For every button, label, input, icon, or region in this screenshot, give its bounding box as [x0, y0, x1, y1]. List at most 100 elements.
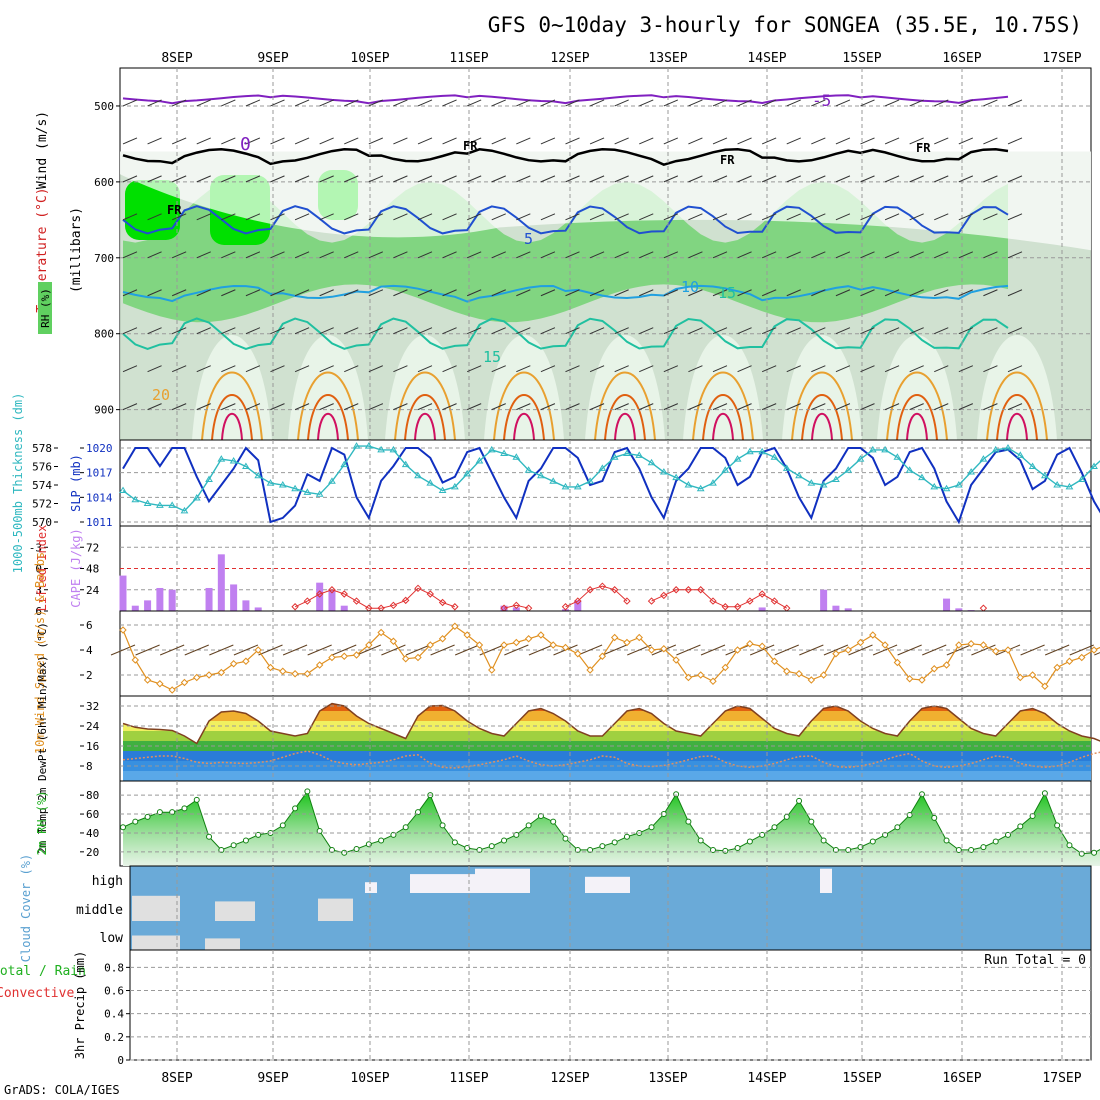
cloud-block: [215, 901, 255, 921]
wind-barb: [122, 365, 138, 373]
wind-barb: [786, 403, 801, 411]
wind-barb: [983, 365, 998, 373]
wind-marker: [770, 657, 779, 665]
wind-marker: [303, 670, 312, 678]
freezing-line: [122, 148, 1009, 167]
wind-barb: [761, 403, 777, 411]
rh-marker: [230, 842, 237, 849]
ua-label-0: 0: [240, 134, 251, 155]
rh-marker: [673, 791, 680, 798]
wind-barb: [860, 213, 875, 221]
wind-barb: [811, 251, 826, 259]
wind-barb: [294, 251, 310, 259]
wind-barb: [368, 137, 384, 145]
wind-marker: [905, 675, 914, 683]
rh-marker: [710, 846, 716, 853]
thickness-marker: [1016, 451, 1025, 458]
isotherm-30: [1006, 412, 1028, 441]
wind-marker: [475, 641, 484, 649]
rh-marker: [685, 818, 692, 825]
wind-barb: [196, 137, 211, 145]
thickness-marker: [832, 475, 840, 482]
cape-bar: [230, 584, 238, 611]
rh-marker: [304, 788, 311, 795]
cloud-block: [475, 868, 530, 893]
thickness-marker: [475, 456, 484, 464]
thickness-marker: [561, 482, 570, 490]
thickness-marker: [266, 479, 275, 486]
wind-barb: [983, 327, 998, 335]
li-marker: [672, 586, 680, 594]
ua-label-15b: 15: [718, 284, 736, 302]
rh-marker: [623, 833, 630, 840]
rh-marker: [968, 846, 975, 853]
top-date-label: 15SEP: [842, 51, 881, 66]
wind-barb: [442, 175, 457, 183]
tick-label: 6: [86, 619, 93, 632]
cloud-block: [318, 898, 353, 921]
wind-barb: [909, 403, 924, 411]
wind-barb: [332, 644, 357, 656]
thickness-marker: [659, 468, 668, 475]
thickness-marker: [745, 447, 754, 455]
bottom-date-label: 12SEP: [550, 1071, 589, 1086]
wind-barb: [245, 327, 261, 335]
rh-marker: [980, 844, 987, 851]
wind-barb: [1007, 137, 1023, 145]
wind-marker: [869, 631, 877, 639]
wind-barb: [196, 327, 211, 335]
ua-label-fr4: FR: [916, 141, 931, 155]
wind-marker: [893, 658, 902, 667]
wind-barb: [393, 175, 408, 183]
rh-marker: [365, 841, 372, 848]
cape-bar: [574, 600, 582, 611]
top-date-label: 11SEP: [449, 51, 488, 66]
thickness-marker: [537, 471, 545, 479]
wind-barb: [540, 403, 556, 411]
tick-label: 574: [32, 479, 52, 492]
wind-barb: [171, 137, 187, 145]
thickness-marker: [672, 473, 681, 481]
wind-barb: [442, 137, 457, 145]
wind-barb: [835, 251, 851, 259]
wind-barb: [516, 175, 531, 183]
wind-marker: [340, 652, 348, 660]
bottom-date-label: 14SEP: [747, 1071, 786, 1086]
wind-barb: [442, 213, 457, 221]
wind-barb: [774, 644, 799, 656]
top-date-axis: 8SEP 9SEP 10SEP 11SEP 12SEP 13SEP 14SEP 15SEP 16…: [161, 51, 1081, 66]
tick-label: 20: [86, 846, 99, 859]
thickness-marker: [696, 484, 705, 492]
cape-bar: [844, 608, 852, 611]
wind-barb: [221, 289, 236, 297]
li-line: [565, 585, 628, 608]
cloud-category-label: middle: [76, 903, 123, 918]
wind-marker: [537, 631, 545, 639]
rh-marker: [820, 837, 827, 844]
rh-marker: [169, 809, 176, 816]
wind-barb: [209, 644, 234, 656]
wind-barb: [393, 403, 408, 411]
wind-barb: [491, 289, 506, 297]
wind-barb: [540, 251, 556, 259]
dry-dome: [192, 335, 272, 440]
rh-marker: [1017, 823, 1024, 830]
rh-marker: [181, 805, 188, 812]
tick-label: 800: [94, 328, 114, 341]
cloud-block: [585, 876, 630, 893]
rh-marker: [1078, 850, 1085, 857]
wind-marker: [844, 646, 852, 654]
wind-barb: [171, 403, 187, 411]
tick-label: 0: [117, 1054, 124, 1067]
wind-barb: [884, 99, 900, 107]
wind-barb: [516, 289, 531, 297]
wind-barb: [786, 289, 801, 297]
dry-dome: [877, 335, 957, 440]
thickness-marker: [229, 456, 238, 464]
wind-barb: [122, 289, 138, 297]
rh-marker: [796, 797, 803, 804]
wind-barb: [639, 327, 654, 335]
wind-barb: [688, 137, 703, 145]
wind-barb: [934, 213, 949, 221]
thickness-marker: [168, 501, 177, 508]
